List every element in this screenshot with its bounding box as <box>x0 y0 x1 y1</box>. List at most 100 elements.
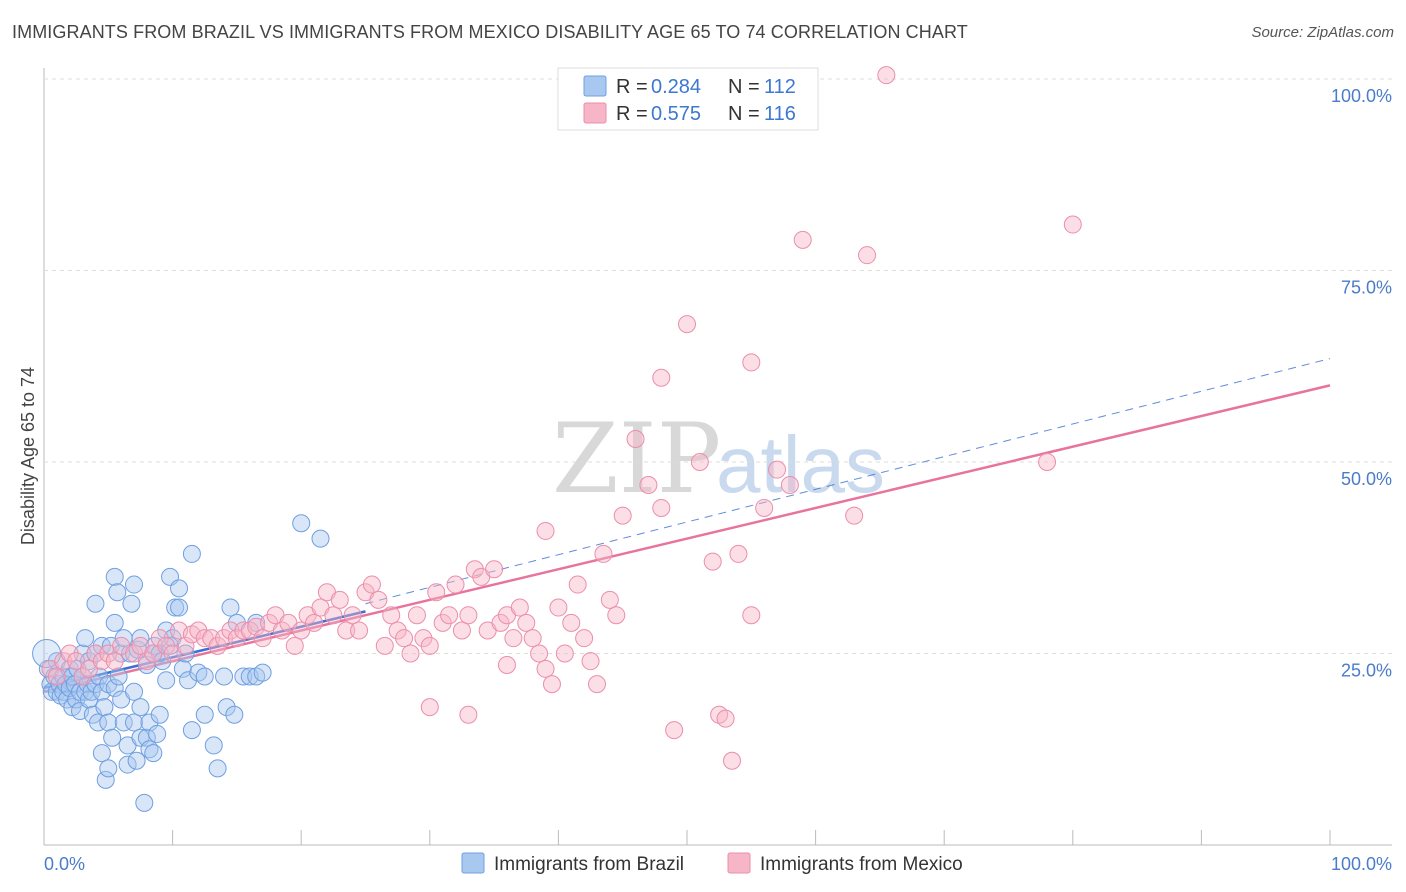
mexico-point-88 <box>613 506 632 525</box>
mexico-point-87 <box>607 606 626 625</box>
mexico-point-63 <box>452 621 471 640</box>
brazil-point-92 <box>195 667 214 686</box>
brazil-point-59 <box>125 713 144 732</box>
brazil-point-83 <box>166 598 185 617</box>
brazil-point-67 <box>137 655 156 674</box>
mexico-point-45 <box>337 621 356 640</box>
mexico-point-37 <box>285 636 304 655</box>
mexico-point-52 <box>382 606 401 625</box>
mexico-point-1 <box>47 667 66 686</box>
series-legend: Immigrants from Brazil Immigrants from M… <box>461 852 963 875</box>
mexico-point-57 <box>414 629 433 648</box>
brazil-point-47 <box>105 567 124 586</box>
brazil-point-46 <box>105 613 124 632</box>
mexico-point-78 <box>549 598 568 617</box>
source-credit: Source: ZipAtlas.com <box>1251 24 1394 41</box>
brazil-point-44 <box>103 728 122 747</box>
brazil-point-39 <box>96 770 115 789</box>
mexico-point-68 <box>485 560 504 579</box>
mexico-point-115 <box>497 655 516 674</box>
mexico-point-24 <box>202 629 221 648</box>
mexico-point-76 <box>536 659 555 678</box>
brazil-point-72 <box>144 744 163 763</box>
mexico-point-93 <box>678 315 696 334</box>
brazil-point-38 <box>95 698 114 717</box>
mexico-point-92 <box>665 721 684 740</box>
mexico-point-101 <box>755 498 774 517</box>
brazil-point-95 <box>208 759 227 778</box>
mexico-swatch <box>583 102 607 124</box>
brazil-point-61 <box>127 751 146 770</box>
brazil-point-97 <box>217 698 236 717</box>
brazil-point-79 <box>157 621 176 640</box>
mexico-point-95 <box>703 552 722 571</box>
brazil-point-52 <box>114 713 133 732</box>
mexico-r-value: 0.575 <box>651 103 701 125</box>
legend-mexico-swatch <box>727 852 751 874</box>
mexico-point-53 <box>388 621 407 640</box>
mexico-point-85 <box>594 544 613 563</box>
brazil-point-77 <box>153 652 172 671</box>
mexico-point-94 <box>690 453 709 471</box>
brazil-trendline <box>43 610 366 690</box>
watermark-zip: ZIP <box>552 403 721 515</box>
mexico-point-58 <box>420 636 439 655</box>
brazil-point-55 <box>118 755 137 774</box>
mexico-point-2 <box>54 652 73 671</box>
mexico-point-59 <box>427 583 446 602</box>
brazil-point-87 <box>176 644 195 663</box>
mexico-point-90 <box>639 475 658 494</box>
brazil-point-86 <box>173 659 192 678</box>
brazil-point-96 <box>215 667 234 686</box>
brazil-point-104 <box>253 663 272 682</box>
mexico-point-77 <box>542 675 561 694</box>
mexico-point-61 <box>440 606 459 625</box>
brazil-point-32 <box>86 594 105 613</box>
mexico-point-114 <box>459 705 478 724</box>
mexico-point-40 <box>305 613 324 632</box>
mexico-point-110 <box>652 368 671 387</box>
brazil-point-42 <box>99 759 118 778</box>
brazil-point-24 <box>76 629 95 648</box>
brazil-n-label: N = <box>728 76 760 98</box>
mexico-point-74 <box>523 629 542 648</box>
mexico-point-14 <box>137 652 156 671</box>
x-tick-label-min: 0.0% <box>44 854 85 874</box>
watermark: ZIP atlas <box>552 403 885 515</box>
mexico-point-50 <box>369 590 388 609</box>
mexico-point-46 <box>343 606 362 625</box>
brazil-point-90 <box>182 721 201 740</box>
mexico-point-105 <box>845 506 864 525</box>
brazil-point-106 <box>292 514 311 533</box>
mexico-point-108 <box>1038 453 1057 471</box>
mexico-point-8 <box>92 652 111 671</box>
brazil-n-value: 112 <box>764 76 796 98</box>
mexico-point-113 <box>420 698 439 717</box>
brazil-point-66 <box>135 793 154 812</box>
brazil-point-57 <box>122 594 141 613</box>
mexico-point-44 <box>330 590 349 609</box>
brazil-point-76 <box>150 705 169 724</box>
mexico-point-98 <box>723 751 742 770</box>
x-axis-ticks <box>43 830 1331 845</box>
mexico-point-35 <box>272 621 291 640</box>
y-tick-label-25: 25.0% <box>1341 661 1392 681</box>
brazil-point-89 <box>182 544 201 563</box>
mexico-point-99 <box>729 544 748 563</box>
mexico-point-97 <box>716 709 735 728</box>
legend-brazil-swatch <box>461 852 485 874</box>
brazil-r-label: R = <box>616 76 648 98</box>
mexico-point-102 <box>768 460 787 479</box>
legend-mexico-label: Immigrants from Mexico <box>760 854 963 875</box>
brazil-point-93 <box>195 705 214 724</box>
mexico-point-106 <box>858 246 877 265</box>
legend-brazil-label: Immigrants from Brazil <box>494 854 684 875</box>
brazil-trend-extension <box>365 358 1331 605</box>
brazil-point-88 <box>179 671 198 690</box>
mexico-point-43 <box>324 606 343 625</box>
mexico-point-27 <box>221 621 240 640</box>
mexico-point-25 <box>208 636 227 655</box>
mexico-point-32 <box>253 629 272 648</box>
brazil-point-37 <box>92 744 111 763</box>
y-tick-label-50: 50.0% <box>1341 469 1392 489</box>
